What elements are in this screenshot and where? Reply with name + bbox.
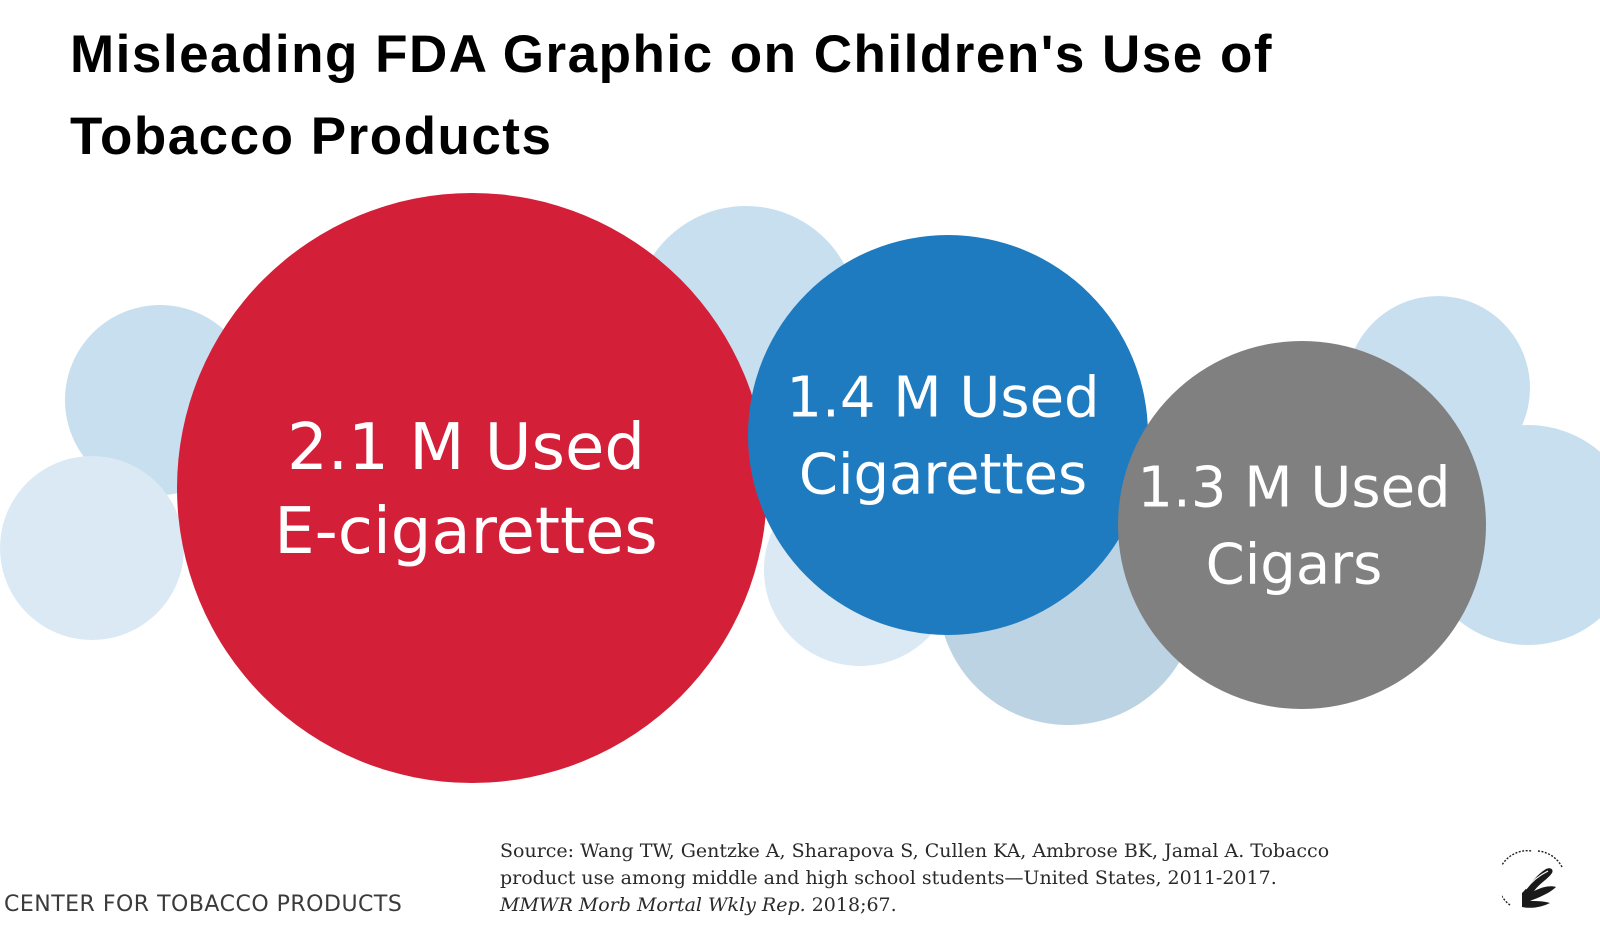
bubble-e-cigarettes-label-line-1: 2.1 M Used [287,411,645,485]
source-citation: Source: Wang TW, Gentzke A, Sharapova S,… [500,838,1420,919]
bubble-cigarettes-label-line-1: 1.4 M Used [786,366,1099,431]
bubble-cigars-circle [1118,341,1486,709]
source-line-3: MMWR Morb Mortal Wkly Rep. 2018;67. [500,892,1420,919]
bubble-cigars: 1.3 M Used Cigars [1118,341,1486,709]
source-year: 2018;67. [805,894,897,916]
chart-title-line-2: Tobacco Products [70,107,553,166]
bubble-e-cigarettes: 2.1 M Used E-cigarettes [177,193,767,783]
org-name: CENTER FOR TOBACCO PRODUCTS [4,892,403,917]
source-line-1: Source: Wang TW, Gentzke A, Sharapova S,… [500,840,1330,862]
chart-title: Misleading FDA Graphic on Children's Use… [70,14,1550,178]
bubble-cigars-label-line-2: Cigars [1206,533,1383,598]
bubble-cigars-label-line-1: 1.3 M Used [1137,456,1450,521]
bubble-cigarettes-label-line-2: Cigarettes [799,443,1087,508]
source-journal: MMWR Morb Mortal Wkly Rep. [500,894,806,916]
chart-title-line-1: Misleading FDA Graphic on Children's Use… [70,25,1273,84]
bubble-cigarettes-circle [748,235,1148,635]
bubble-e-cigarettes-circle [177,193,767,783]
data-bubbles: 2.1 M Used E-cigarettes 1.4 M Used Cigarett… [177,193,1486,783]
decorative-bubble-2 [0,456,184,640]
bubble-e-cigarettes-label-line-2: E-cigarettes [274,495,658,569]
hhs-eagle-seal-icon [1502,849,1563,908]
source-line-2: product use among middle and high school… [500,867,1277,889]
bubble-cigarettes: 1.4 M Used Cigarettes [748,235,1148,635]
